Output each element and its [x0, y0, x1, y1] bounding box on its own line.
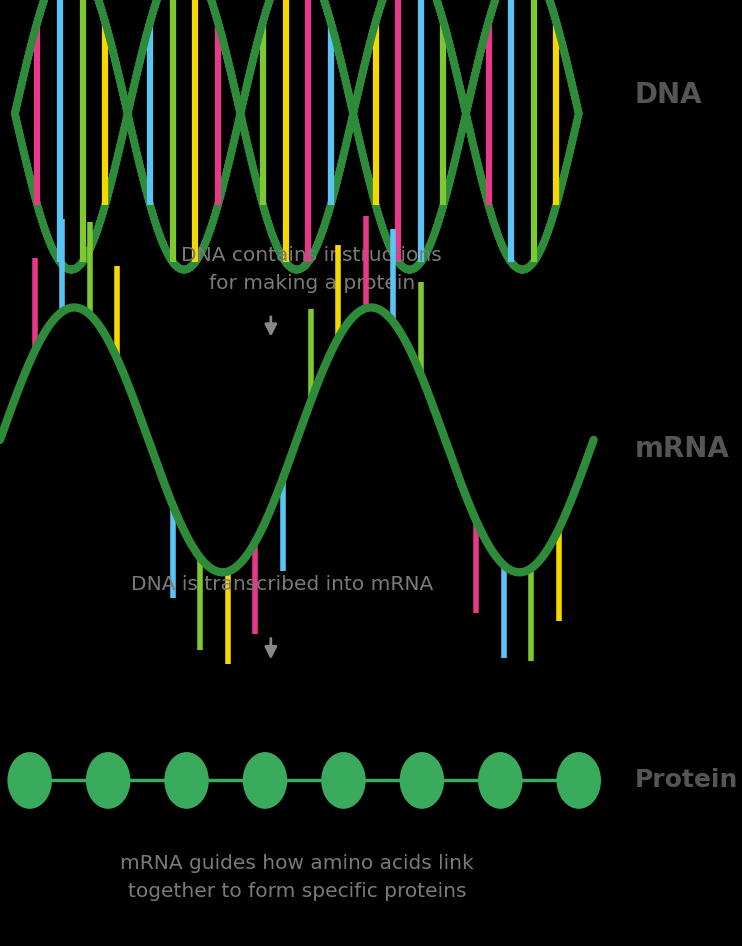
Circle shape [7, 752, 52, 809]
Text: mRNA: mRNA [634, 435, 729, 464]
Circle shape [478, 752, 522, 809]
Text: Protein: Protein [634, 768, 738, 793]
Circle shape [556, 752, 601, 809]
Text: mRNA guides how amino acids link
together to form specific proteins: mRNA guides how amino acids link togethe… [120, 854, 473, 902]
Text: DNA: DNA [634, 80, 702, 109]
Text: DNA is transcribed into mRNA: DNA is transcribed into mRNA [131, 575, 433, 594]
Circle shape [164, 752, 209, 809]
Text: DNA contains instructions
for making a protein: DNA contains instructions for making a p… [181, 246, 442, 293]
Circle shape [243, 752, 287, 809]
Circle shape [321, 752, 366, 809]
Circle shape [86, 752, 131, 809]
Circle shape [400, 752, 444, 809]
